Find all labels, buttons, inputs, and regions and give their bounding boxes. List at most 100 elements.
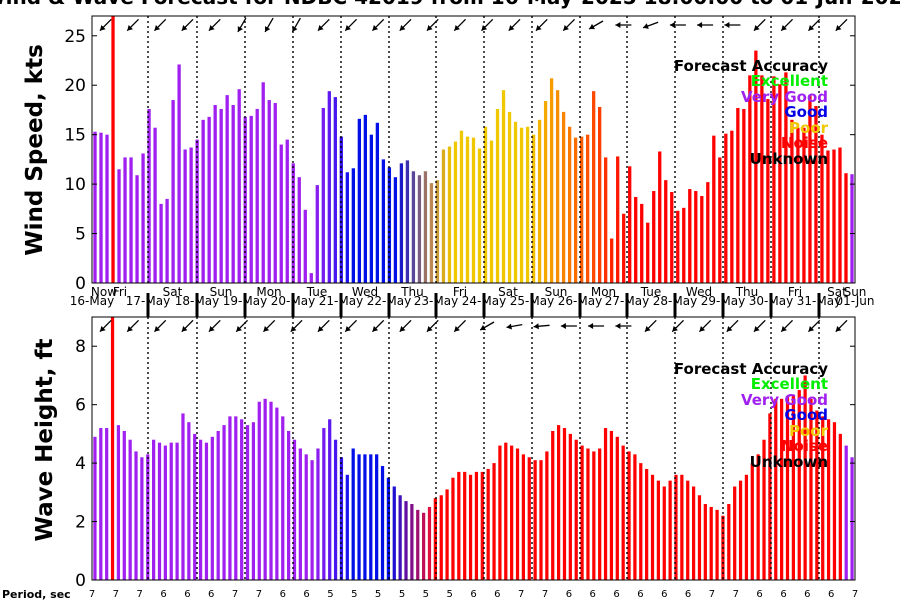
- direction-arrow-icon: [642, 21, 659, 29]
- wave-bar: [251, 422, 256, 580]
- direction-arrow-icon: [426, 319, 439, 333]
- direction-arrow-icon: [99, 319, 112, 333]
- direction-arrow-icon: [506, 323, 523, 330]
- wave-bar: [603, 428, 608, 580]
- y-tick-label: 8: [75, 337, 86, 357]
- direction-arrow-icon: [560, 323, 577, 329]
- day-label: Thu: [400, 285, 424, 299]
- legend-entry-good: Good: [784, 406, 828, 424]
- date-label: 16-May: [70, 294, 114, 308]
- direction-arrow-icon: [399, 319, 412, 333]
- y-tick-label: 0: [75, 571, 86, 591]
- period-value: 6: [566, 589, 572, 600]
- direction-arrow-icon: [344, 18, 358, 32]
- wave-bar: [351, 448, 355, 580]
- direction-arrow-icon: [588, 323, 605, 329]
- direction-arrow-icon: [508, 18, 521, 32]
- day-divider: [482, 293, 486, 317]
- direction-arrow-icon: [535, 18, 548, 32]
- wind-bar: [93, 131, 97, 283]
- day-label: Sun: [210, 285, 233, 299]
- wave-bar: [257, 401, 261, 580]
- wave-bar: [492, 463, 496, 580]
- wave-bar: [328, 419, 332, 580]
- period-value: 6: [160, 589, 166, 600]
- wind-bar: [700, 195, 704, 283]
- wave-bar: [187, 422, 191, 580]
- legend-entry-noise: Noise: [781, 437, 828, 455]
- wave-bar: [322, 428, 326, 580]
- wind-bar: [622, 213, 626, 283]
- direction-arrow-icon: [153, 18, 167, 32]
- day-divider: [673, 293, 677, 317]
- wave-bar: [287, 430, 291, 580]
- direction-arrow-icon: [181, 319, 194, 333]
- wave-bar: [727, 504, 731, 580]
- wave-bar: [774, 398, 778, 580]
- wind-bar: [610, 238, 614, 283]
- legend-entry-noise: Noise: [781, 134, 828, 152]
- direction-arrow-icon: [671, 319, 685, 333]
- y-tick-label: 5: [75, 225, 86, 245]
- wind-bar: [351, 168, 355, 283]
- direction-arrow-icon: [807, 319, 821, 333]
- wave-bar: [850, 457, 854, 580]
- y-tick-label: 2: [75, 513, 86, 533]
- wave-bar: [785, 395, 790, 580]
- period-value: 6: [756, 589, 762, 600]
- wind-bar: [231, 105, 235, 283]
- wind-bar: [754, 50, 758, 283]
- day-label: Tue: [640, 285, 662, 299]
- wave-bar: [768, 413, 772, 580]
- wind-bar: [832, 149, 836, 283]
- wave-bar: [275, 407, 279, 580]
- direction-arrow-icon: [753, 18, 766, 32]
- wind-bar: [736, 107, 740, 283]
- wave-bar: [568, 433, 572, 580]
- wind-bar: [183, 149, 187, 283]
- wind-bar: [387, 167, 392, 283]
- wind-bar: [117, 169, 121, 283]
- wave-bar: [234, 416, 238, 580]
- wind-bar: [309, 273, 313, 283]
- wave-bar: [580, 445, 584, 580]
- wave-bar: [615, 436, 619, 580]
- direction-arrow-icon: [371, 319, 385, 333]
- date-label: 01-Jun: [835, 294, 874, 308]
- wave-bar: [474, 471, 479, 580]
- wave-bar: [838, 433, 842, 580]
- legend-entry-poor: Poor: [789, 119, 829, 137]
- wind-bar: [628, 166, 632, 283]
- wave-bar: [598, 448, 602, 580]
- wave-bar: [105, 428, 109, 580]
- wind-bar: [345, 172, 349, 283]
- day-divider: [530, 293, 534, 317]
- wind-bar: [405, 160, 410, 283]
- wind-bar: [742, 108, 746, 284]
- wind-bar: [507, 111, 512, 283]
- wind-bar: [826, 150, 830, 283]
- now-label: Now: [91, 285, 117, 299]
- wind-bar: [441, 149, 446, 283]
- wave-bar: [404, 501, 408, 580]
- direction-arrow-icon: [615, 22, 632, 28]
- direction-arrow-icon: [181, 18, 194, 32]
- wind-bar: [772, 76, 776, 283]
- wind-bar: [592, 91, 596, 283]
- wind-bar: [153, 127, 157, 284]
- wind-bar: [99, 132, 103, 283]
- wave-bar: [375, 454, 379, 580]
- direction-arrow-icon: [480, 18, 494, 32]
- wave-bar: [468, 474, 473, 580]
- period-value: 6: [685, 589, 691, 600]
- direction-arrow-icon: [237, 17, 247, 33]
- wind-bar: [844, 173, 848, 283]
- day-divider: [387, 293, 391, 317]
- wind-bar: [435, 180, 440, 283]
- wind-bar: [399, 163, 404, 283]
- wind-bar: [604, 157, 608, 283]
- legend-entry-poor: Poor: [789, 422, 829, 440]
- direction-arrow-icon: [317, 18, 330, 32]
- wave-y-label: Wave Height, ft: [32, 339, 58, 542]
- wave-bar: [181, 413, 185, 580]
